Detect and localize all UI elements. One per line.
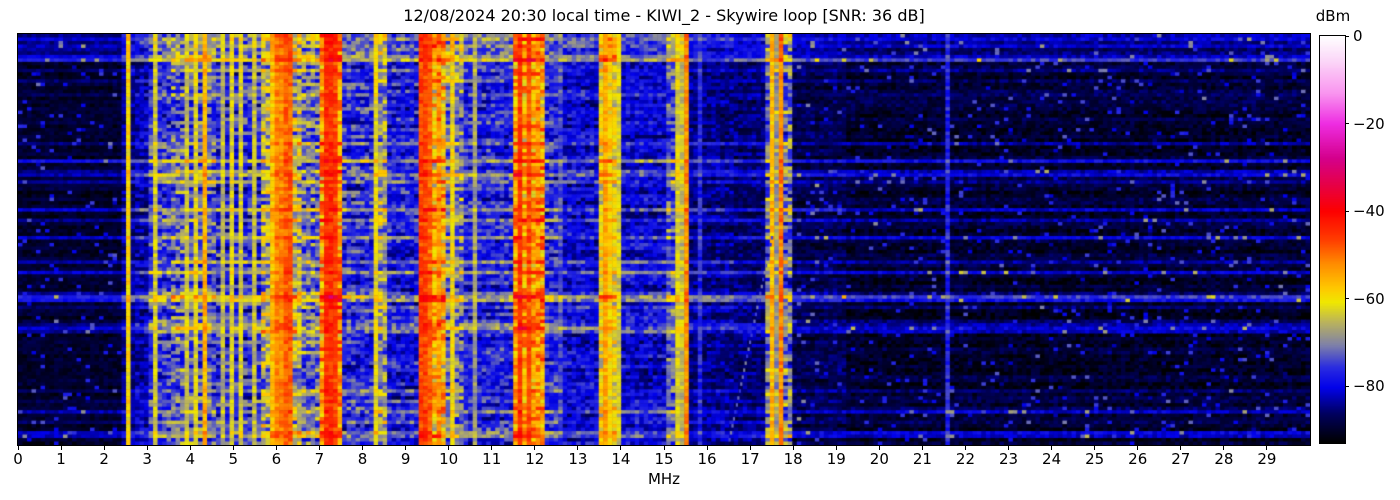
- x-tick-label: 2: [99, 450, 109, 468]
- x-tick-mark: [1051, 446, 1053, 450]
- colorbar-tick-mark: [1345, 210, 1349, 212]
- x-tick-label: 8: [357, 450, 368, 468]
- x-tick-mark: [103, 446, 105, 450]
- x-tick-label: 14: [611, 450, 631, 468]
- colorbar-label: dBm: [1315, 7, 1351, 25]
- x-tick-mark: [706, 446, 708, 450]
- x-tick-mark: [491, 446, 493, 450]
- x-tick-label: 26: [1128, 450, 1148, 468]
- x-tick-label: 23: [998, 450, 1019, 468]
- x-tick-mark: [577, 446, 579, 450]
- x-tick-label: 20: [869, 450, 889, 468]
- colorbar-tick-mark: [1345, 298, 1349, 300]
- x-tick-label: 29: [1257, 450, 1277, 468]
- x-tick-label: 10: [439, 450, 459, 468]
- x-tick-label: 12: [525, 450, 545, 468]
- x-tick-label: 7: [314, 450, 325, 468]
- x-tick-label: 24: [1042, 450, 1062, 468]
- x-tick-mark: [405, 446, 407, 450]
- x-tick-mark: [275, 446, 277, 450]
- colorbar-tick-label: −20: [1353, 114, 1385, 133]
- x-tick-mark: [362, 446, 364, 450]
- colorbar: [1319, 35, 1346, 444]
- x-tick-mark: [620, 446, 622, 450]
- x-tick-mark: [921, 446, 923, 450]
- x-axis-label: MHz: [647, 470, 681, 488]
- x-tick-mark: [189, 446, 191, 450]
- x-tick-mark: [1094, 446, 1096, 450]
- spectrogram-waterfall-canvas: [18, 34, 1310, 445]
- colorbar-tick-label: −60: [1353, 289, 1385, 308]
- x-tick-label: 16: [697, 450, 717, 468]
- x-tick-mark: [60, 446, 62, 450]
- x-tick-mark: [749, 446, 751, 450]
- plot-title: 12/08/2024 20:30 local time - KIWI_2 - S…: [403, 6, 925, 25]
- x-tick-label: 6: [271, 450, 282, 468]
- x-tick-label: 17: [740, 450, 760, 468]
- x-tick-mark: [1223, 446, 1225, 450]
- x-tick-mark: [1180, 446, 1182, 450]
- x-tick-label: 1: [56, 450, 66, 468]
- x-tick-label: 25: [1085, 450, 1105, 468]
- x-tick-label: 18: [783, 450, 803, 468]
- x-tick-mark: [318, 446, 320, 450]
- x-tick-mark: [448, 446, 450, 450]
- x-tick-mark: [1137, 446, 1139, 450]
- colorbar-tick-label: −80: [1353, 377, 1385, 396]
- x-tick-label: 3: [142, 450, 152, 468]
- x-tick-label: 5: [228, 450, 239, 468]
- x-tick-label: 13: [568, 450, 588, 468]
- x-tick-label: 4: [185, 450, 196, 468]
- x-tick-label: 22: [955, 450, 975, 468]
- x-tick-label: 9: [400, 450, 411, 468]
- x-tick-mark: [792, 446, 794, 450]
- colorbar-tick-label: 0: [1353, 27, 1363, 45]
- x-tick-mark: [964, 446, 966, 450]
- x-tick-label: 27: [1171, 450, 1191, 468]
- x-tick-label: 21: [912, 450, 932, 468]
- colorbar-tick-mark: [1345, 123, 1349, 125]
- x-tick-mark: [232, 446, 234, 450]
- x-tick-label: 0: [13, 450, 23, 468]
- x-tick-mark: [663, 446, 665, 450]
- x-tick-mark: [17, 446, 19, 450]
- colorbar-tick-mark: [1345, 35, 1349, 37]
- x-tick-mark: [1266, 446, 1268, 450]
- x-tick-mark: [878, 446, 880, 450]
- x-tick-label: 19: [826, 450, 846, 468]
- x-tick-mark: [1008, 446, 1010, 450]
- colorbar-gradient-canvas: [1320, 36, 1345, 443]
- spectrogram-plot-area: [17, 33, 1311, 446]
- x-tick-mark: [146, 446, 148, 450]
- x-tick-mark: [835, 446, 837, 450]
- x-tick-label: 11: [482, 450, 502, 468]
- x-tick-label: 28: [1214, 450, 1234, 468]
- x-tick-mark: [534, 446, 536, 450]
- colorbar-tick-mark: [1345, 385, 1349, 387]
- x-tick-label: 15: [654, 450, 674, 468]
- colorbar-tick-label: −40: [1353, 202, 1385, 221]
